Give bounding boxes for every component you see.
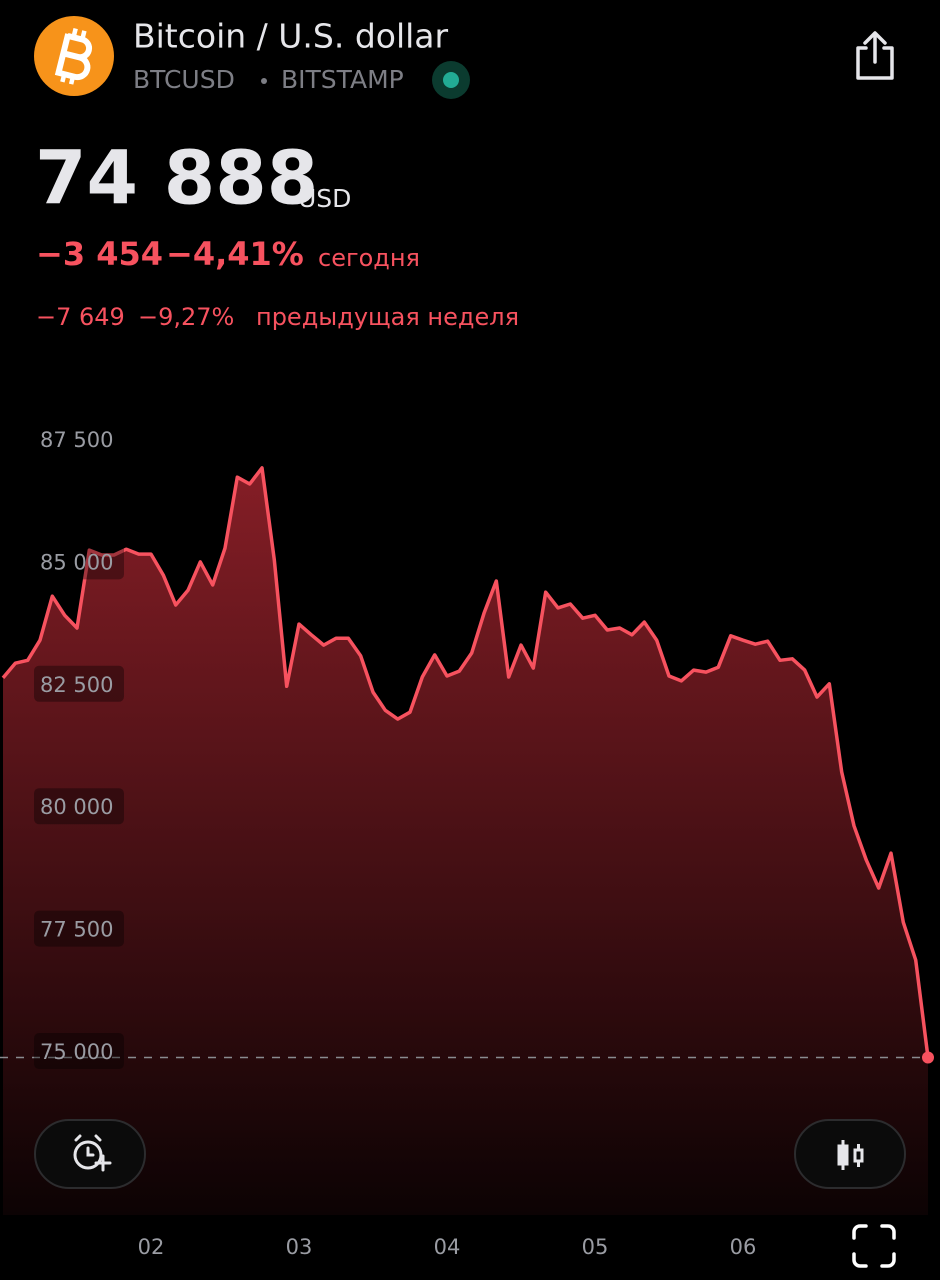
x-tick-label: 04	[434, 1235, 461, 1259]
separator	[261, 78, 267, 84]
title: Bitcoin / U.S. dollar	[133, 17, 449, 56]
share-button[interactable]	[856, 31, 894, 80]
exchange: BITSTAMP	[281, 65, 404, 94]
change-today-pct: −4,41%	[166, 235, 304, 273]
y-tick-bg	[34, 1033, 124, 1070]
x-tick-label: 03	[286, 1235, 313, 1259]
chart: 75 000 77 500 80 000 82 500 85 000 87 500 02 03…	[0, 420, 934, 1259]
week-label: предыдущая неделя	[256, 303, 519, 331]
last-point	[922, 1051, 934, 1064]
y-tick-bg	[34, 420, 124, 457]
y-tick-label: 75 000	[40, 1040, 113, 1064]
y-tick-label: 85 000	[40, 550, 113, 574]
area	[3, 467, 928, 1215]
y-tick-label: 77 500	[40, 918, 113, 942]
y-tick-bg	[34, 788, 124, 825]
price-line	[1, 466, 930, 1058]
coin-logo	[34, 16, 114, 96]
symbol: BTCUSD	[133, 65, 235, 94]
alert-button[interactable]	[34, 1119, 146, 1189]
price: 74 888	[35, 136, 318, 222]
fullscreen-button[interactable]	[852, 1224, 896, 1268]
x-tick-label: 02	[138, 1235, 165, 1259]
change-week: −7 649	[36, 303, 125, 331]
x-tick-label: 06	[730, 1235, 757, 1259]
y-tick-label: 87 500	[40, 428, 113, 452]
change-week-pct: −9,27%	[138, 303, 234, 331]
y-tick-bg	[34, 543, 124, 580]
currency: USD	[298, 184, 351, 213]
change-today: −3 454	[36, 235, 163, 273]
y-tick-bg	[34, 910, 124, 947]
x-tick-label: 05	[582, 1235, 609, 1259]
y-tick-label: 80 000	[40, 795, 113, 819]
y-tick-label: 82 500	[40, 673, 113, 697]
chart-style-button[interactable]	[794, 1119, 906, 1189]
status-dot	[443, 72, 459, 88]
today-label: сегодня	[318, 244, 420, 272]
y-tick-bg	[34, 665, 124, 702]
